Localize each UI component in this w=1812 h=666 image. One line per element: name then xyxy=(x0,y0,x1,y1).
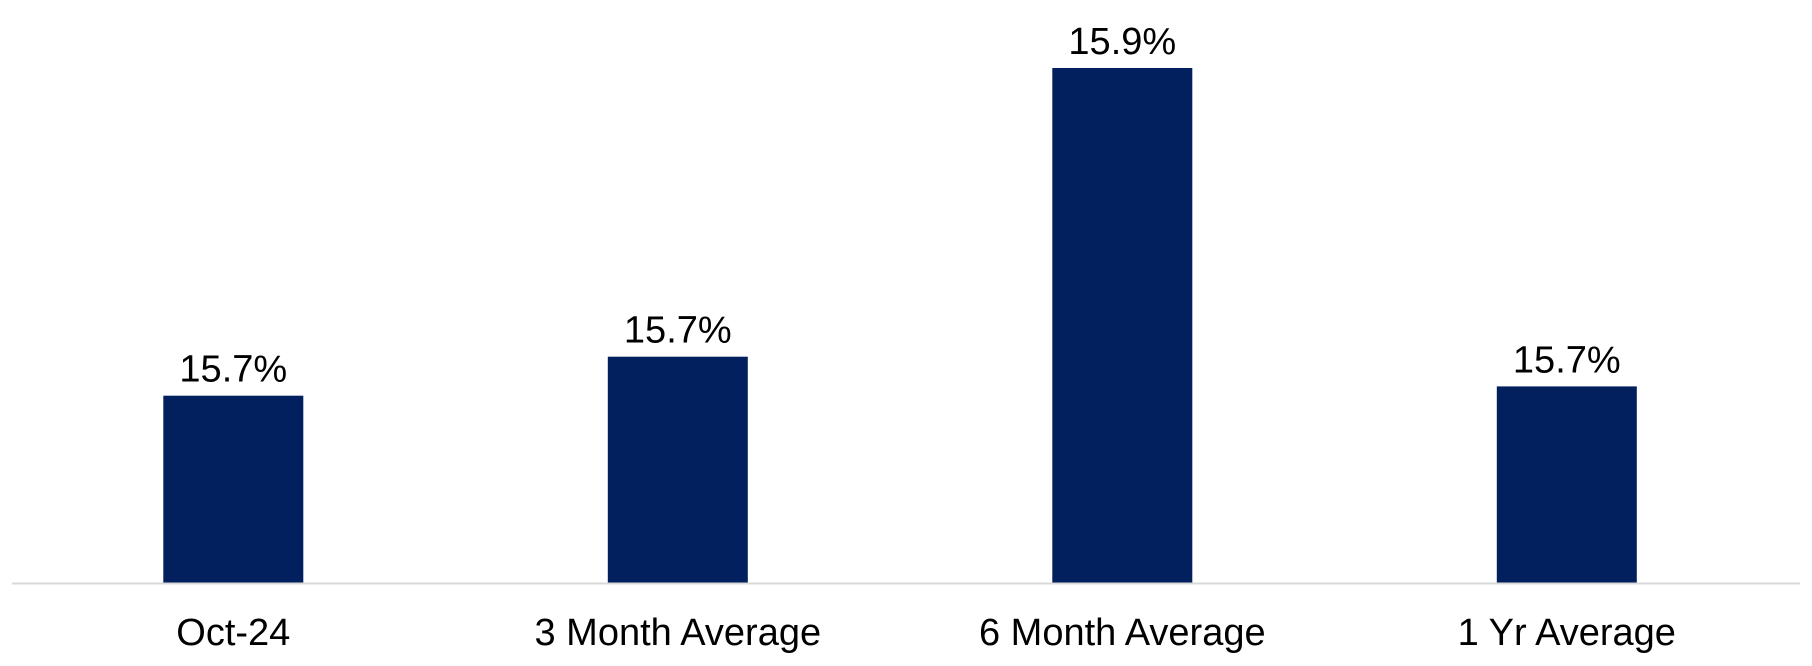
data-labels-group: 15.7% 15.7% 15.9% 15.7% xyxy=(179,21,1620,391)
data-label-4: 15.7% xyxy=(1513,339,1621,381)
category-label-1: Oct-24 xyxy=(176,612,290,654)
bars-group xyxy=(163,68,1637,583)
data-label-3: 15.9% xyxy=(1068,21,1176,63)
data-label-1: 15.7% xyxy=(179,349,287,391)
bar-4 xyxy=(1496,386,1637,583)
bar-1 xyxy=(163,395,304,583)
category-label-2: 3 Month Average xyxy=(534,612,821,654)
category-label-3: 6 Month Average xyxy=(979,612,1266,654)
category-labels-group: Oct-24 3 Month Average 6 Month Average 1 Yr… xyxy=(176,612,1676,654)
category-label-4: 1 Yr Average xyxy=(1458,612,1676,654)
data-label-2: 15.7% xyxy=(624,310,732,352)
bar-2 xyxy=(607,356,748,583)
bar-3 xyxy=(1052,68,1193,583)
